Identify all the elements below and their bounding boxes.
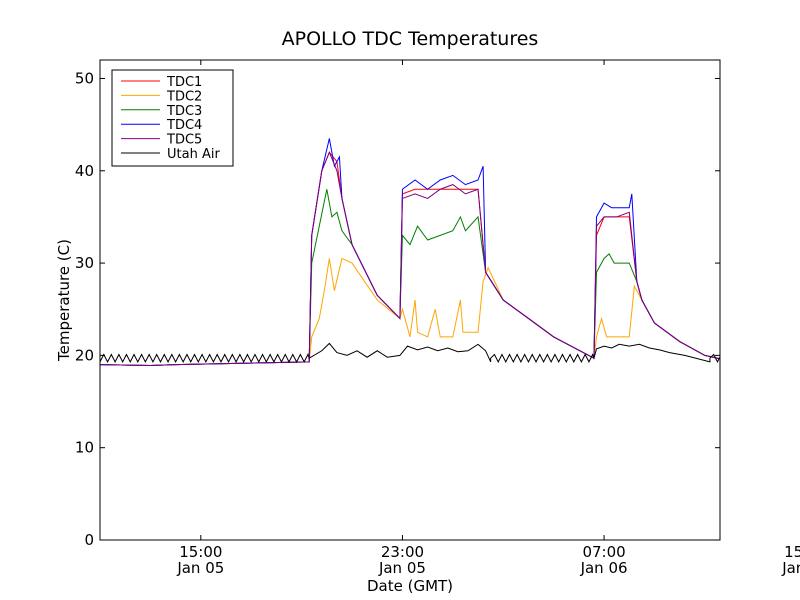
y-tick-label: 0 <box>84 531 94 549</box>
legend-label-tdc1: TDC1 <box>166 75 202 90</box>
legend-label-tdc5: TDC5 <box>166 133 202 148</box>
chart-title: APOLLO TDC Temperatures <box>282 28 539 50</box>
x-tick-label-time: 07:00 <box>582 543 625 561</box>
legend-label-tdc2: TDC2 <box>166 89 202 104</box>
x-tick-label-date: Jan 06 <box>580 559 628 577</box>
x-tick-label-date: Jan 06 <box>781 559 800 577</box>
x-tick-label-time: 23:00 <box>381 543 424 561</box>
x-tick-label-date: Jan 05 <box>378 559 426 577</box>
series-layer <box>100 138 720 367</box>
legend-box <box>111 69 234 167</box>
plot-frame <box>99 59 721 541</box>
x-axis-label: Date (GMT) <box>367 577 453 595</box>
y-tick-label: 30 <box>75 254 94 272</box>
legend-label-tdc3: TDC3 <box>166 104 202 119</box>
legend-label-utah-air: Utah Air <box>167 147 220 162</box>
y-tick-label: 50 <box>75 69 94 87</box>
x-tick-label-time: 15:00 <box>179 543 222 561</box>
x-tick-label-time: 15:00 <box>784 543 800 561</box>
x-tick-label-date: Jan 05 <box>176 559 224 577</box>
y-axis-label: Temperature (C) <box>55 239 73 362</box>
legend-label-tdc4: TDC4 <box>166 118 202 133</box>
series-line-utah-air <box>100 342 720 363</box>
y-tick-label: 10 <box>75 439 94 457</box>
series-line-tdc5 <box>100 150 720 367</box>
y-tick-label: 40 <box>75 162 94 180</box>
y-tick-label: 20 <box>75 346 94 364</box>
